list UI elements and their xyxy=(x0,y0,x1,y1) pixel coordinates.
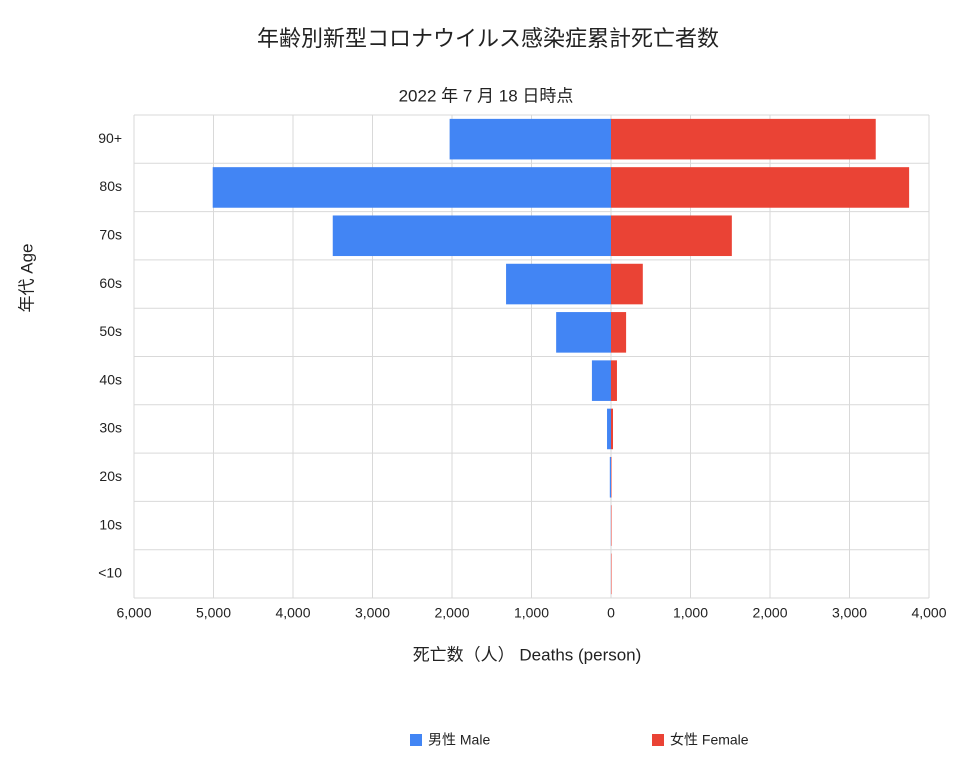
y-axis-title: 年代 Age xyxy=(17,244,36,313)
y-tick-label: 20s xyxy=(99,468,122,484)
x-tick-label: 2,000 xyxy=(434,605,469,621)
x-tick-label: 3,000 xyxy=(832,605,867,621)
chart-title: 年齢別新型コロナウイルス感染症累計死亡者数 xyxy=(257,26,719,51)
x-tick-label: 5,000 xyxy=(196,605,231,621)
y-tick-label: 10s xyxy=(99,516,122,532)
bar xyxy=(506,263,611,305)
bar xyxy=(609,456,611,498)
legend-label: 男性 Male xyxy=(428,732,490,748)
bar xyxy=(611,167,910,208)
bar xyxy=(611,312,627,353)
bar xyxy=(611,118,876,160)
bar xyxy=(332,215,611,257)
chart-subtitle: 2022 年 7 月 18 日時点 xyxy=(399,86,574,105)
bar xyxy=(611,408,613,450)
y-tick-label: <10 xyxy=(98,565,122,581)
bar xyxy=(611,456,612,498)
x-tick-label: 0 xyxy=(607,605,615,621)
x-tick-label: 4,000 xyxy=(911,605,946,621)
bar xyxy=(611,505,612,546)
y-tick-label: 50s xyxy=(99,323,122,339)
bar xyxy=(212,167,611,208)
bar xyxy=(556,312,611,353)
legend-label: 女性 Female xyxy=(670,732,749,748)
x-tick-label: 2,000 xyxy=(752,605,787,621)
x-tick-label: 4,000 xyxy=(275,605,310,621)
y-tick-label: 80s xyxy=(99,178,122,194)
y-tick-label: 90+ xyxy=(98,130,122,146)
legend-swatch xyxy=(410,734,422,746)
x-tick-label: 3,000 xyxy=(355,605,390,621)
x-tick-label: 1,000 xyxy=(514,605,549,621)
bar xyxy=(611,263,643,305)
bar xyxy=(607,408,611,450)
x-tick-label: 1,000 xyxy=(673,605,708,621)
legend-swatch xyxy=(652,734,664,746)
y-tick-label: 60s xyxy=(99,275,122,291)
bar xyxy=(611,553,612,595)
x-tick-label: 6,000 xyxy=(116,605,151,621)
x-axis-title: 死亡数（人） Deaths (person) xyxy=(413,645,642,664)
y-tick-label: 30s xyxy=(99,420,122,436)
bar xyxy=(611,360,617,401)
bar xyxy=(611,215,732,257)
y-tick-label: 40s xyxy=(99,371,122,387)
bar xyxy=(449,118,611,160)
bar xyxy=(591,360,611,401)
y-tick-label: 70s xyxy=(99,226,122,242)
